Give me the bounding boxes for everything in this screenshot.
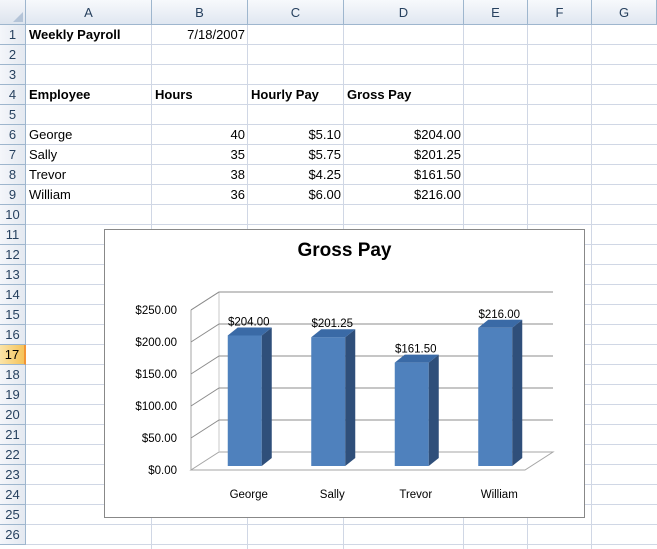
row-header-19[interactable]: 19 (0, 385, 26, 405)
column-header-b[interactable]: B (152, 0, 248, 25)
column-header-f[interactable]: F (528, 0, 592, 25)
row-header-21[interactable]: 21 (0, 425, 26, 445)
row-header-14[interactable]: 14 (0, 285, 26, 305)
chart-bar (227, 335, 262, 466)
row-header-13[interactable]: 13 (0, 265, 26, 285)
cell-d4-header[interactable]: Gross Pay (347, 87, 412, 102)
row-header-8[interactable]: 8 (0, 165, 26, 185)
cell-a4-header[interactable]: Employee (29, 87, 91, 102)
cell-d8[interactable]: $161.50 (414, 167, 461, 182)
chart-gridline (190, 355, 553, 375)
cell-b8[interactable]: 38 (230, 167, 245, 182)
cell-a1-title[interactable]: Weekly Payroll (29, 27, 121, 42)
column-header-c[interactable]: C (248, 0, 344, 25)
row-header-4[interactable]: 4 (0, 85, 26, 105)
chart-x-tick-label: Trevor (399, 489, 432, 501)
row-header-12[interactable]: 12 (0, 245, 26, 265)
row-header-7[interactable]: 7 (0, 145, 26, 165)
chart-data-label: $204.00 (228, 316, 270, 328)
chart-data-label: $201.25 (311, 318, 353, 330)
row-header-11[interactable]: 11 (0, 225, 26, 245)
chart-title: Gross Pay (297, 240, 392, 261)
column-header-d[interactable]: D (344, 0, 464, 25)
column-header-a[interactable]: A (26, 0, 152, 25)
chart-y-tick-label: $50.00 (142, 433, 177, 445)
chart-bar-side (261, 327, 272, 466)
cell-b7[interactable]: 35 (230, 147, 245, 162)
row-header-1[interactable]: 1 (0, 25, 26, 45)
cell-b9[interactable]: 36 (230, 187, 245, 202)
row-header-20[interactable]: 20 (0, 405, 26, 425)
row-header-6[interactable]: 6 (0, 125, 26, 145)
chart-x-tick-label: William (481, 489, 518, 501)
select-all-triangle-icon (13, 12, 23, 22)
chart-y-tick-label: $0.00 (148, 465, 177, 477)
chart-bar (394, 362, 429, 466)
chart-data-label: $161.50 (395, 344, 437, 356)
chart-bar-top (311, 329, 356, 338)
chart-y-tick-label: $100.00 (135, 401, 177, 413)
chart-bar-side (345, 329, 356, 466)
row-header-24[interactable]: 24 (0, 485, 26, 505)
column-header-e[interactable]: E (464, 0, 528, 25)
cell-d9[interactable]: $216.00 (414, 187, 461, 202)
row-header-9[interactable]: 9 (0, 185, 26, 205)
chart-data-label: $216.00 (478, 309, 520, 321)
cell-a9[interactable]: William (29, 187, 71, 202)
chart-bar (311, 337, 346, 466)
cell-c4-header[interactable]: Hourly Pay (251, 87, 319, 102)
chart-gridline (190, 323, 553, 343)
gross-pay-chart[interactable]: Gross Pay $0.00 $50.00 $100.00 $150.00 $200.… (104, 229, 585, 518)
chart-y-tick-label: $250.00 (135, 305, 177, 317)
row-header-15[interactable]: 15 (0, 305, 26, 325)
chart-bar-top (394, 354, 439, 363)
cell-d6[interactable]: $204.00 (414, 127, 461, 142)
chart-bar (478, 327, 513, 466)
cell-b6[interactable]: 40 (230, 127, 245, 142)
cell-c7[interactable]: $5.75 (308, 147, 341, 162)
column-header-g[interactable]: G (592, 0, 657, 25)
cell-c8[interactable]: $4.25 (308, 167, 341, 182)
cell-a7[interactable]: Sally (29, 147, 58, 162)
cell-a6[interactable]: George (29, 127, 73, 142)
chart-y-tick-label: $200.00 (135, 337, 177, 349)
cell-b1-date[interactable]: 7/18/2007 (187, 27, 245, 42)
chart-x-tick-label: George (230, 489, 268, 501)
cell-d7[interactable]: $201.25 (414, 147, 461, 162)
chart-bar-top (478, 319, 523, 328)
chart-plot-area: $0.00 $50.00 $100.00 $150.00 $200.00 $250.00 $… (135, 291, 555, 501)
row-header-2[interactable]: 2 (0, 45, 26, 65)
chart-bar-side (428, 354, 439, 466)
chart-bar-side (512, 319, 523, 466)
row-header-26[interactable]: 26 (0, 525, 26, 545)
row-header-22[interactable]: 22 (0, 445, 26, 465)
row-header-10[interactable]: 10 (0, 205, 26, 225)
cell-a8[interactable]: Trevor (29, 167, 67, 182)
row-header-18[interactable]: 18 (0, 365, 26, 385)
row-header-17-active[interactable]: 17 (0, 345, 26, 365)
cell-b4-header[interactable]: Hours (155, 87, 193, 102)
chart-bar-top (227, 327, 272, 336)
row-header-16[interactable]: 16 (0, 325, 26, 345)
row-header-25[interactable]: 25 (0, 505, 26, 525)
cell-c6[interactable]: $5.10 (308, 127, 341, 142)
chart-gridline (190, 387, 553, 407)
select-all-button[interactable] (0, 0, 26, 25)
chart-floor (189, 451, 555, 471)
chart-x-tick-label: Sally (320, 489, 345, 501)
chart-gridline (190, 291, 553, 311)
row-header-5[interactable]: 5 (0, 105, 26, 125)
chart-gridline (190, 419, 553, 439)
chart-y-tick-label: $150.00 (135, 369, 177, 381)
row-header-23[interactable]: 23 (0, 465, 26, 485)
cell-c9[interactable]: $6.00 (308, 187, 341, 202)
row-header-3[interactable]: 3 (0, 65, 26, 85)
